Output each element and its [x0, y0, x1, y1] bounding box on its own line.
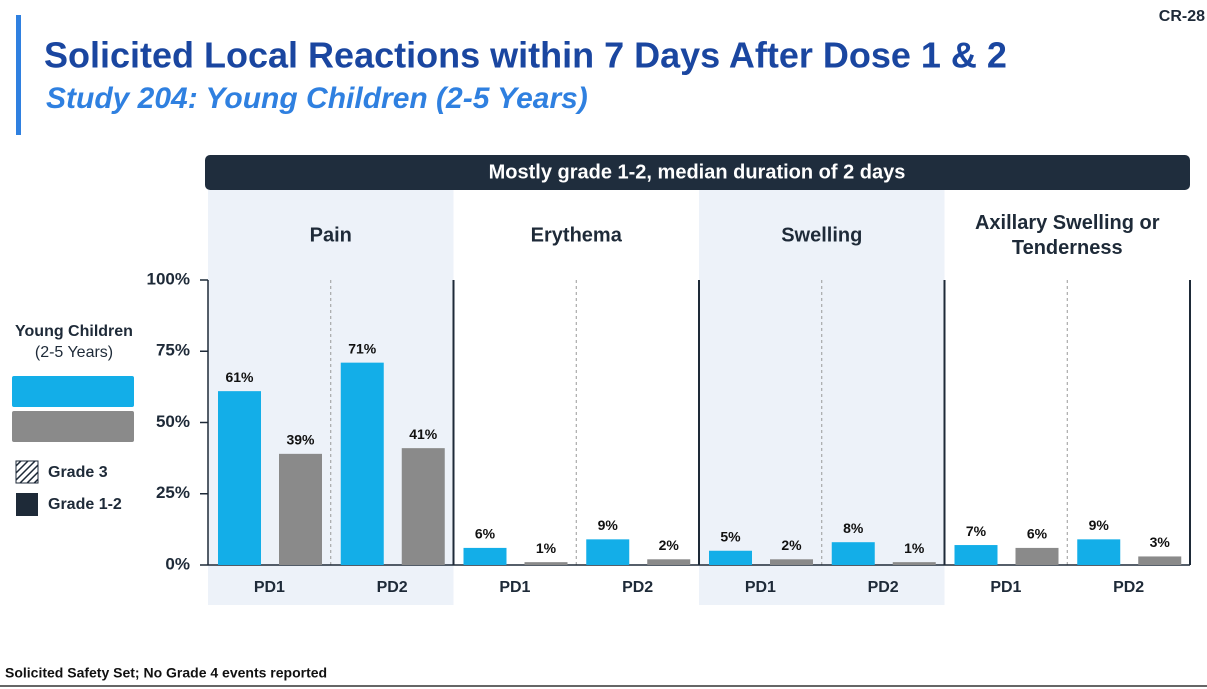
legend-label: Grade 1-2 — [48, 496, 122, 513]
value-label: 61% — [225, 369, 254, 385]
panel-title: Axillary Swelling or Tenderness — [974, 212, 1160, 259]
x-tick-label: PD2 — [622, 579, 653, 596]
page-id: CR-28 — [1159, 8, 1205, 25]
bar — [709, 550, 752, 565]
value-label: 1% — [536, 540, 557, 556]
x-tick-label: PD2 — [377, 579, 408, 596]
bar — [1015, 547, 1059, 565]
x-tick-label: PD1 — [499, 579, 530, 596]
bar — [401, 448, 445, 565]
value-label: 1% — [904, 540, 925, 556]
legend-swatch — [12, 376, 134, 407]
value-label: 5% — [720, 528, 741, 544]
bar — [524, 562, 568, 565]
bar — [1138, 556, 1182, 565]
value-label: 39% — [286, 432, 315, 448]
legend-swatch — [16, 493, 38, 516]
panel-title: Swelling — [781, 224, 863, 247]
value-label: 3% — [1150, 534, 1171, 550]
footnote: Solicited Safety Set; No Grade 4 events … — [5, 665, 327, 681]
value-label: 6% — [475, 526, 496, 542]
legend-swatch — [12, 411, 134, 442]
y-tick-label: 75% — [156, 341, 190, 360]
legend-swatch — [15, 460, 39, 484]
bar — [892, 562, 936, 565]
value-label: 6% — [1027, 526, 1048, 542]
y-tick-label: 25% — [156, 483, 190, 502]
bar — [340, 362, 384, 565]
value-label: 2% — [659, 537, 680, 553]
bar — [218, 391, 261, 565]
y-tick-label: 50% — [156, 412, 190, 431]
bar — [647, 559, 691, 565]
bar — [831, 542, 875, 565]
value-label: 2% — [781, 537, 802, 553]
banner-box — [205, 155, 1190, 190]
banner: Mostly grade 1-2, median duration of 2 d… — [489, 161, 906, 183]
bar — [954, 545, 998, 565]
bar — [463, 547, 507, 565]
value-label: 8% — [843, 520, 864, 536]
x-tick-label: PD1 — [745, 579, 776, 596]
value-label: 9% — [1089, 517, 1110, 533]
panel-background — [699, 190, 945, 605]
y-tick-label: 100% — [147, 269, 190, 288]
bar — [586, 539, 630, 565]
bar — [770, 559, 813, 565]
y-tick-label: 0% — [165, 554, 190, 573]
legend-subtitle: (2-5 Years) — [35, 344, 113, 361]
panel-title: Pain — [309, 224, 352, 247]
value-label: 41% — [409, 426, 438, 442]
legend-label: Grade 3 — [48, 464, 108, 481]
title: Solicited Local Reactions within 7 Days … — [44, 35, 1007, 76]
value-label: 9% — [598, 517, 619, 533]
legend-title: Young Children — [15, 323, 133, 340]
bar — [279, 453, 322, 565]
x-tick-label: PD1 — [254, 579, 285, 596]
x-tick-label: PD2 — [868, 579, 899, 596]
x-tick-label: PD1 — [990, 579, 1021, 596]
x-tick-label: PD2 — [1113, 579, 1144, 596]
panel-title: Erythema — [530, 224, 622, 247]
bar — [1077, 539, 1121, 565]
subtitle: Study 204: Young Children (2-5 Years) — [46, 82, 588, 115]
value-label: 7% — [966, 523, 987, 539]
accent-bar — [16, 15, 21, 135]
value-label: 71% — [348, 340, 377, 356]
